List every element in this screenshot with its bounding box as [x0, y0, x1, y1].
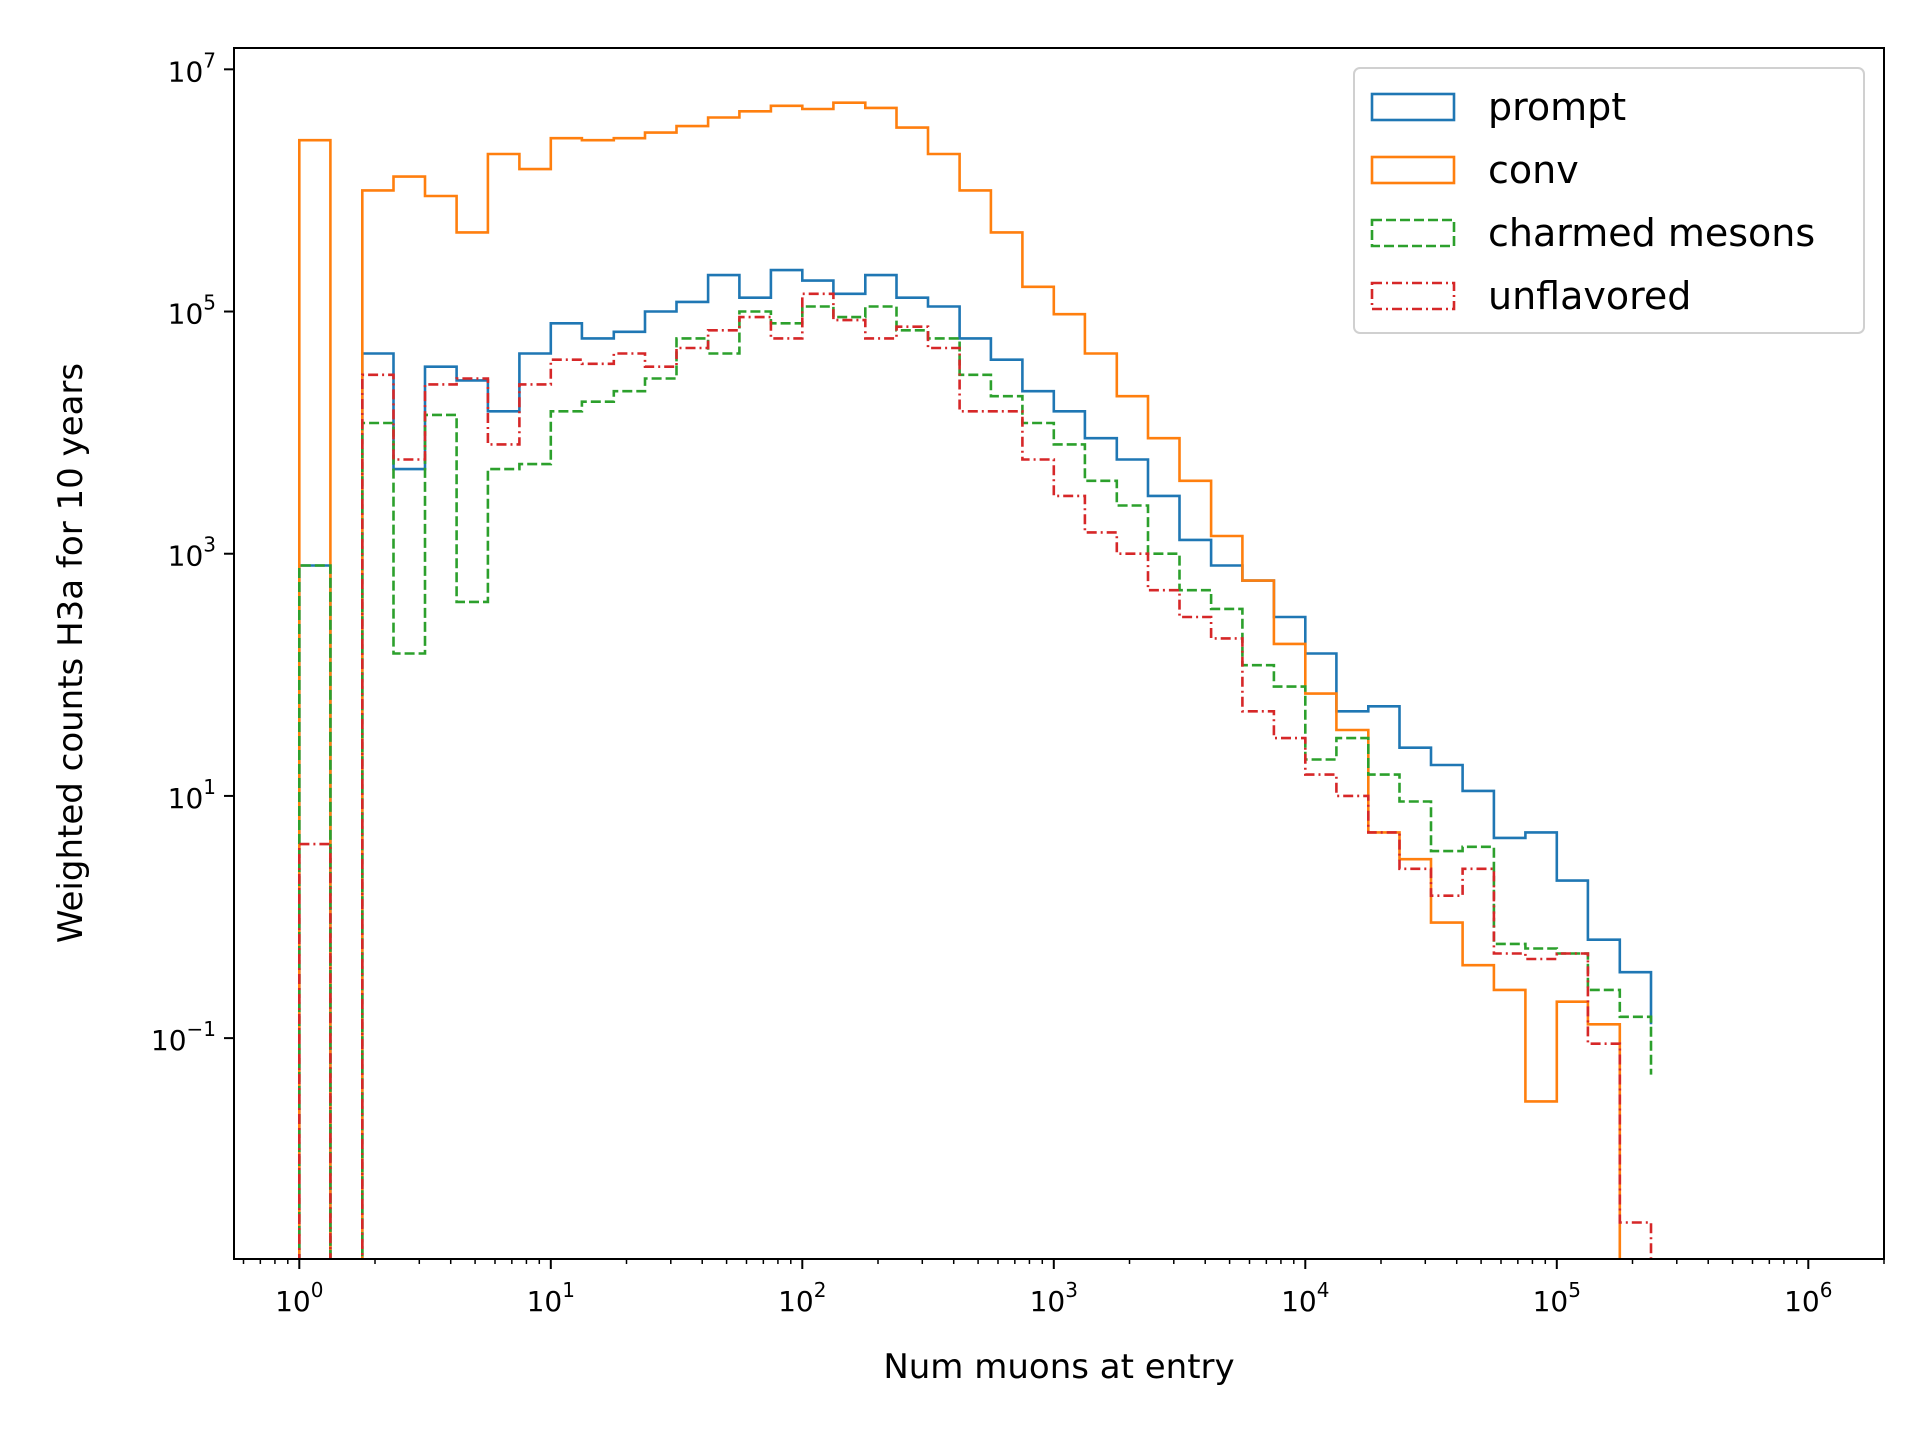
x-tick-label: 104	[1281, 1278, 1329, 1318]
x-tick-label: 102	[778, 1278, 826, 1318]
x-axis-label: Num muons at entry	[883, 1347, 1234, 1387]
series-layer	[298, 101, 1653, 1259]
y-tick-label: 105	[168, 291, 216, 331]
series-line-unflavored	[298, 292, 1653, 1259]
legend-swatch	[1370, 218, 1456, 248]
y-tick-label: 107	[168, 48, 216, 88]
axes-layer: 100 101 102 103 104 105 106 10−1 101 103 105 107	[151, 48, 1885, 1318]
y-tick-label: 101	[168, 775, 216, 815]
x-tick-label: 101	[527, 1278, 575, 1318]
y-axis-label: Weighted counts H3a for 10 years	[51, 363, 91, 943]
legend-label: prompt	[1488, 85, 1626, 129]
x-tick-label: 106	[1784, 1278, 1832, 1318]
legend-label: unflavored	[1488, 274, 1691, 318]
legend-swatch	[1370, 281, 1456, 311]
legend-swatch	[1370, 155, 1456, 185]
series-line-prompt	[298, 268, 1653, 1259]
y-tick-label: 10−1	[151, 1017, 216, 1057]
legend-label: charmed mesons	[1488, 211, 1815, 255]
series-line-charmed-mesons	[298, 305, 1653, 1259]
y-tick-label: 103	[168, 533, 216, 573]
x-tick-label: 103	[1030, 1278, 1078, 1318]
x-tick-label: 105	[1533, 1278, 1581, 1318]
legend: prompt conv charmed mesons unflavored	[1353, 67, 1865, 334]
legend-label: conv	[1488, 148, 1579, 192]
x-tick-label: 100	[275, 1278, 323, 1318]
series-line-conv	[298, 101, 1622, 1259]
plot-frame	[233, 47, 1885, 1260]
legend-swatch	[1370, 92, 1456, 122]
legend-frame	[1353, 67, 1865, 334]
